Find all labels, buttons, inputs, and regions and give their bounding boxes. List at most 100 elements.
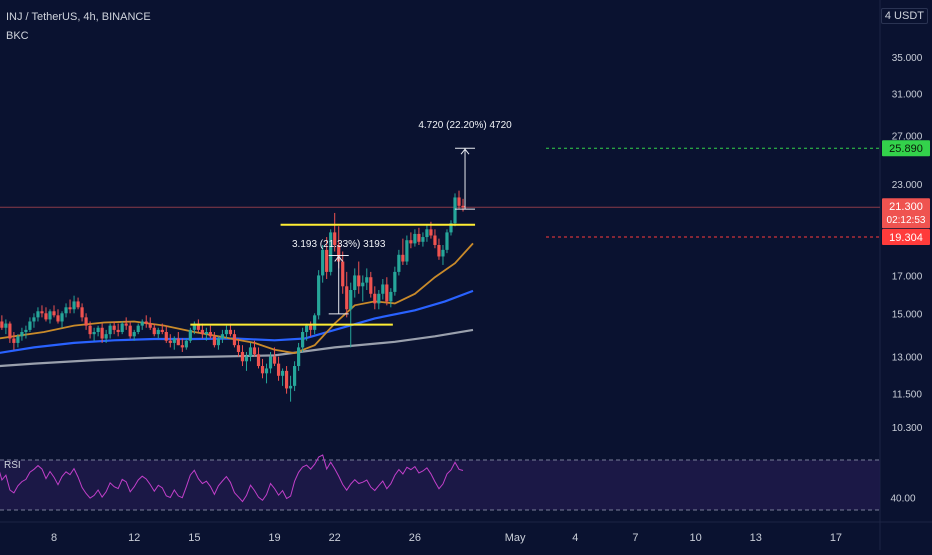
price-range-measure: 3.193 (21.33%) 3193: [292, 239, 386, 315]
candle: [453, 193, 457, 227]
candle-body: [457, 197, 461, 206]
candle: [357, 261, 361, 294]
candle-body: [8, 323, 12, 339]
time-tick-label: 19: [268, 532, 280, 544]
candle: [236, 338, 241, 357]
candle: [216, 336, 221, 350]
candle-body: [112, 325, 116, 330]
candle-body: [156, 329, 160, 335]
candle: [20, 327, 24, 341]
current-price-badge: 21.300 02:12:53: [882, 198, 930, 229]
target-price-badge-bg: [882, 140, 930, 157]
candle-body: [164, 332, 168, 341]
candle: [112, 321, 116, 335]
candle: [272, 347, 277, 367]
candle-body: [317, 275, 321, 316]
candle: [397, 249, 401, 276]
candle-body: [192, 323, 196, 330]
unit-badge[interactable]: 4 USDT: [880, 8, 928, 24]
candle: [288, 375, 293, 402]
candle-body: [136, 325, 140, 333]
candle: [369, 271, 373, 298]
candle-body: [345, 286, 349, 310]
candle: [160, 323, 164, 335]
candle: [389, 288, 393, 308]
candle: [16, 334, 20, 348]
candle: [417, 227, 421, 245]
candle: [345, 271, 349, 318]
candle-body: [256, 354, 261, 367]
candle: [140, 319, 144, 330]
candle-body: [96, 327, 100, 333]
candle: [196, 319, 200, 333]
candle: [148, 317, 152, 330]
candle-body: [288, 385, 293, 389]
candle-body: [284, 370, 289, 389]
candle-body: [36, 311, 40, 318]
candle: [180, 338, 184, 352]
candle: [252, 340, 257, 357]
candle: [32, 313, 36, 328]
candle: [48, 309, 52, 324]
candle-body: [461, 205, 465, 208]
candle: [152, 323, 156, 337]
candle: [329, 229, 333, 276]
candle-body: [385, 284, 389, 302]
time-tick-label: 15: [188, 532, 200, 544]
candle-body: [369, 277, 373, 294]
rsi-tick-label: 40.00: [890, 494, 915, 505]
candle-body: [373, 293, 377, 304]
price-tick-label: 23.000: [892, 180, 923, 191]
candle-body: [293, 366, 297, 386]
countdown-text: 02:12:53: [887, 215, 926, 226]
rsi-label[interactable]: RSI: [4, 460, 21, 471]
candle: [8, 321, 12, 343]
stop-price-badge-bg: [882, 228, 930, 245]
time-tick-label: 8: [51, 532, 57, 544]
candle-body: [200, 329, 204, 335]
candle-body: [76, 301, 80, 308]
candle-body: [228, 329, 233, 335]
stop-price-badge-text: 19.304: [889, 232, 923, 244]
candle: [248, 342, 253, 362]
candle-body: [236, 345, 241, 352]
candle: [437, 238, 441, 260]
candle: [365, 268, 369, 291]
candle: [276, 356, 281, 381]
time-tick-label: 26: [409, 532, 421, 544]
rsi-band: [0, 460, 880, 510]
candle-body: [453, 197, 457, 224]
candle-body: [361, 282, 365, 287]
candle-body: [212, 336, 216, 346]
candle-body: [441, 249, 445, 257]
symbol-title[interactable]: INJ / TetherUS, 4h, BINANCE: [6, 11, 151, 23]
candle: [4, 319, 8, 335]
candle-body: [100, 327, 104, 339]
time-tick-label: May: [505, 532, 526, 544]
rsi-line: [0, 454, 464, 503]
candle-body: [0, 321, 4, 328]
candle: [361, 275, 365, 302]
candle-body: [128, 325, 132, 337]
candle: [385, 277, 389, 306]
measure-label: 3.193 (21.33%) 3193: [292, 239, 386, 250]
candle: [188, 327, 192, 343]
candle: [228, 323, 233, 337]
indicator-label[interactable]: BKC: [6, 30, 29, 42]
candle-body: [172, 338, 176, 343]
candle-body: [80, 307, 84, 318]
candle: [393, 266, 397, 296]
candle: [132, 329, 136, 341]
candle: [92, 327, 96, 341]
candle: [256, 347, 261, 369]
candle: [116, 323, 120, 337]
candle: [260, 358, 265, 379]
candle-body: [220, 334, 225, 339]
candle: [128, 321, 132, 339]
candle: [44, 307, 48, 322]
candle: [52, 305, 56, 318]
candle-body: [353, 275, 357, 291]
candle-body: [381, 284, 385, 294]
candle: [381, 279, 385, 300]
